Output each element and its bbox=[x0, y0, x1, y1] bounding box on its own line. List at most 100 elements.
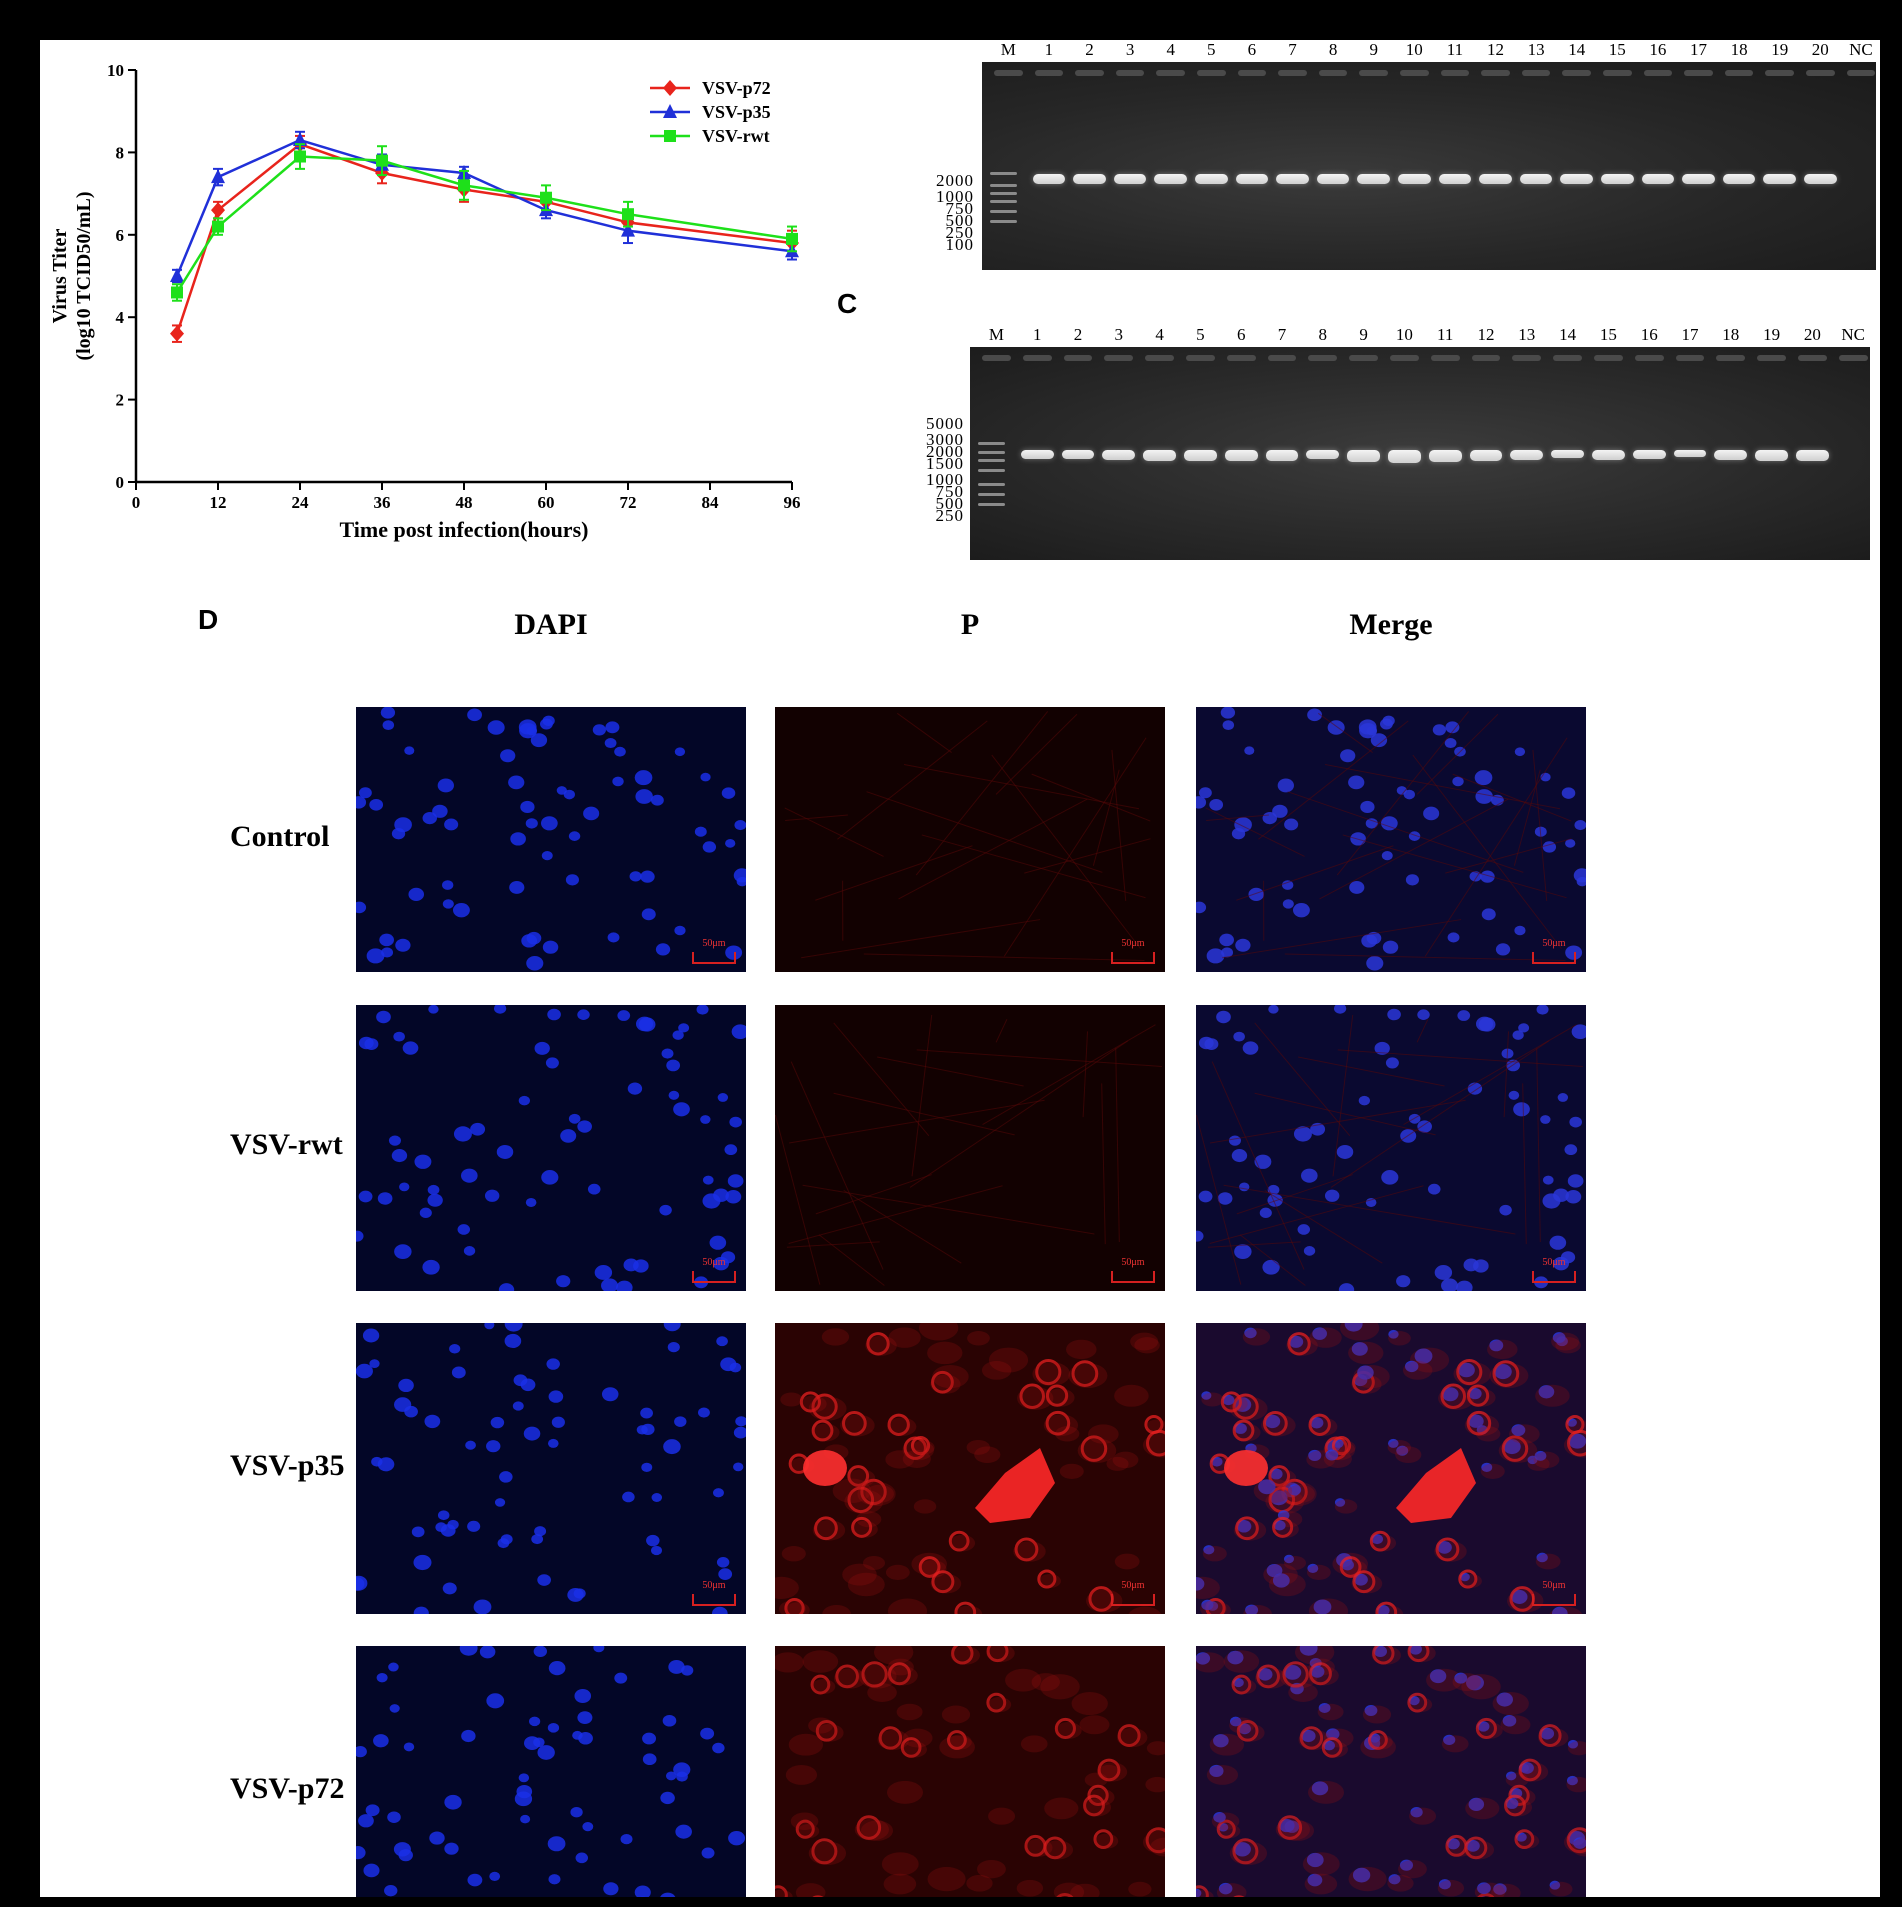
gel-well bbox=[1267, 355, 1297, 361]
scale-bar-label: 50μm bbox=[1121, 1580, 1145, 1591]
gel-well bbox=[1675, 355, 1705, 361]
immunofluorescence-panel: DAPI P Merge Control 50μm 50μm 50μm VSV-rwt 50μm… bbox=[40, 600, 1880, 1897]
gel-lane-label: 3 bbox=[1114, 325, 1124, 344]
gel-well bbox=[1186, 355, 1215, 361]
gel-sample-band bbox=[1722, 174, 1756, 184]
gel-well bbox=[1481, 70, 1510, 76]
micrograph-vsv-p72-p: 50μm bbox=[775, 1646, 1165, 1897]
gel-well bbox=[1512, 355, 1542, 361]
gel-lane-label: 3 bbox=[1125, 40, 1135, 59]
gel-sample-band bbox=[1316, 174, 1350, 184]
gel-lane-label: 14 bbox=[1559, 325, 1577, 344]
gel-c-bands bbox=[970, 347, 1870, 560]
legend-label: VSV-p72 bbox=[702, 78, 771, 98]
row-label-vsv-p72: VSV-p72 bbox=[230, 1771, 345, 1805]
gel-well bbox=[1022, 355, 1052, 361]
gel-marker-size-label: 1500 bbox=[926, 454, 964, 473]
gel-lane-label: 7 bbox=[1288, 40, 1297, 59]
gel-b-marker-labels: 2000 1000 750 500 250 100 bbox=[860, 160, 980, 280]
gel-well bbox=[1471, 355, 1501, 361]
gel-sample-band bbox=[1641, 174, 1675, 184]
gel-sample-band bbox=[1592, 450, 1625, 460]
micrograph-vsv-rwt-dapi: 50μm bbox=[356, 1005, 746, 1291]
micrograph-control-merge: 50μm bbox=[1196, 707, 1586, 972]
scale-bar: 50μm bbox=[1111, 938, 1155, 964]
y-axis-label: Virus Titer bbox=[49, 229, 71, 324]
scale-bar-label: 50μm bbox=[702, 1580, 726, 1591]
gel-marker-size-label: 5000 bbox=[926, 414, 964, 433]
gel-well bbox=[1724, 70, 1754, 76]
gel-ladder-band bbox=[978, 493, 1005, 496]
gel-lane-label: 2 bbox=[1085, 40, 1094, 59]
gel-lane-label: 20 bbox=[1811, 40, 1829, 59]
gel-lane-label: 19 bbox=[1771, 40, 1789, 59]
scale-bar: 50μm bbox=[1532, 938, 1576, 964]
gel-marker-size-label: 1000 bbox=[926, 470, 964, 489]
gel-well bbox=[1684, 70, 1713, 76]
micrograph-control-p: 50μm bbox=[775, 707, 1165, 972]
gel-sample-band bbox=[1265, 450, 1299, 461]
gel-marker-size-label: 750 bbox=[945, 199, 974, 218]
y-axis-label-units: (log10 TCID50/mL) bbox=[73, 191, 95, 360]
gel-marker-size-label: 2000 bbox=[936, 171, 974, 190]
gel-lane-label: 18 bbox=[1730, 40, 1748, 59]
gel-well bbox=[1521, 70, 1551, 76]
gel-ladder-band bbox=[990, 210, 1017, 213]
gel-well bbox=[1104, 355, 1134, 361]
data-point bbox=[622, 208, 634, 221]
gel-sample-band bbox=[1102, 450, 1136, 460]
gel-sample-band bbox=[1755, 450, 1788, 461]
data-point bbox=[458, 179, 470, 192]
gel-sample-band bbox=[1510, 450, 1544, 460]
scale-bar: 50μm bbox=[692, 938, 736, 964]
gel-well bbox=[1400, 70, 1429, 76]
gel-b-bands bbox=[982, 62, 1876, 270]
series-VSV-p35 bbox=[170, 130, 799, 284]
gel-well bbox=[1553, 355, 1582, 361]
gel-well bbox=[1838, 355, 1868, 361]
scale-bar: 50μm bbox=[1111, 1580, 1155, 1606]
legend-marker bbox=[664, 130, 676, 142]
gel-lane-label: 5 bbox=[1196, 325, 1205, 344]
legend-marker bbox=[663, 80, 677, 96]
gel-lane-label: NC bbox=[1841, 325, 1865, 344]
scale-bar: 50μm bbox=[1532, 1580, 1576, 1606]
gel-well bbox=[1237, 70, 1267, 76]
x-tick-label: 24 bbox=[292, 493, 310, 512]
gel-sample-band bbox=[1143, 450, 1176, 461]
gel-ladder-band bbox=[978, 483, 1005, 486]
gel-lane-label: 15 bbox=[1608, 40, 1626, 59]
x-tick-label: 12 bbox=[210, 493, 227, 512]
column-label-dapi: DAPI bbox=[514, 608, 588, 641]
gel-ladder-band bbox=[990, 200, 1017, 203]
gel-lane-label: 16 bbox=[1640, 325, 1658, 344]
gel-sample-band bbox=[1519, 174, 1553, 184]
gel-lane-label: 4 bbox=[1166, 40, 1175, 59]
gel-well bbox=[1757, 355, 1786, 361]
gel-well bbox=[1846, 70, 1876, 76]
gel-lane-label: M bbox=[1000, 40, 1016, 59]
gel-ladder-band bbox=[978, 459, 1005, 462]
gel-sample-band bbox=[1673, 450, 1707, 457]
micrograph-vsv-p35-p: 50μm bbox=[775, 1323, 1165, 1614]
gel-sample-band bbox=[1479, 174, 1512, 184]
gel-ladder-band bbox=[990, 184, 1017, 187]
legend-label: VSV-rwt bbox=[702, 126, 770, 146]
gel-lane-label: 14 bbox=[1568, 40, 1586, 59]
gel-marker-size-label: 750 bbox=[935, 482, 964, 501]
y-tick-label: 6 bbox=[116, 226, 125, 245]
gel-lane-label: 18 bbox=[1722, 325, 1740, 344]
gel-b-lane-labels: M 1 2 3 4 5 6 7 8 9 10 11 12 13 14 15 16 17 18 19 20 NC bbox=[982, 40, 1880, 62]
gel-b-panel: M 1 2 3 4 5 6 7 8 9 10 11 12 13 14 15 16 17 18 19 20 NC 2000 1… bbox=[860, 40, 1880, 290]
gel-lane-label: 1 bbox=[1032, 325, 1042, 344]
scale-bar-label: 50μm bbox=[702, 938, 726, 949]
scale-bar: 50μm bbox=[692, 1257, 736, 1283]
gel-well bbox=[994, 70, 1023, 76]
gel-ladder-band bbox=[978, 503, 1005, 506]
gel-lane-label: 13 bbox=[1527, 40, 1545, 59]
gel-lane-label: 9 bbox=[1359, 325, 1368, 344]
micrograph-vsv-p72-merge: 50μm bbox=[1196, 1646, 1586, 1897]
gel-sample-band bbox=[1601, 174, 1634, 184]
gel-lane-label: 15 bbox=[1599, 325, 1617, 344]
